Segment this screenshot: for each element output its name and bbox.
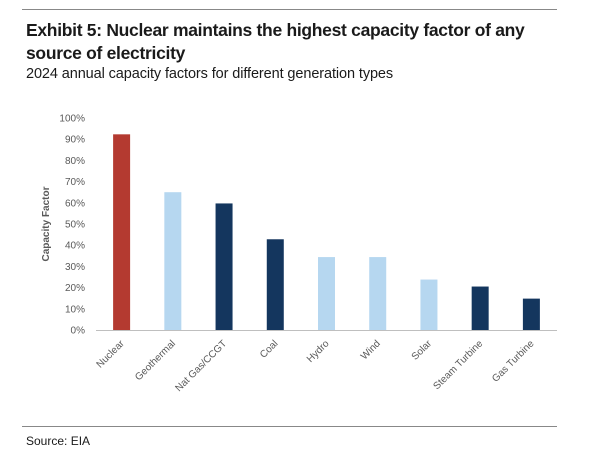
bar-steam-turbine: [471, 286, 489, 330]
y-axis: 0% 10% 20% 30% 40% 50% 60% 70% 80% 90% 100%: [59, 114, 85, 337]
y-tick-label: 70%: [65, 177, 85, 188]
x-tick-label: Nat Gas/CCGT: [173, 338, 229, 394]
y-tick-label: 40%: [65, 241, 85, 252]
source-note: Source: EIA: [26, 434, 91, 448]
y-tick-label: 50%: [65, 220, 85, 231]
bottom-rule: [22, 426, 557, 427]
y-tick-label: 30%: [65, 262, 85, 273]
y-tick-label: 100%: [59, 114, 85, 125]
x-tick-label: Solar: [410, 338, 435, 363]
bar-nat-gas-ccgt: [215, 203, 233, 330]
y-tick-label: 20%: [65, 283, 85, 294]
x-tick-label: Geothermal: [133, 338, 178, 383]
y-tick-label: 0%: [71, 326, 86, 337]
x-tick-label: Gas Turbine: [490, 338, 537, 385]
bar-hydro: [318, 257, 335, 330]
y-tick-label: 10%: [65, 304, 85, 315]
bar-wind: [369, 257, 387, 330]
y-axis-label: Capacity Factor: [41, 186, 52, 261]
y-tick-label: 60%: [65, 198, 85, 209]
x-tick-label: Steam Turbine: [432, 338, 486, 392]
bar-gas-turbine: [522, 298, 540, 330]
bar-nuclear: [113, 134, 131, 330]
y-tick-label: 90%: [65, 135, 85, 146]
top-rule: [22, 9, 557, 10]
bar-solar: [420, 279, 438, 330]
bar-coal: [266, 239, 284, 330]
bar-geothermal: [164, 192, 182, 330]
x-tick-label: Nuclear: [95, 338, 128, 371]
x-tick-label: Wind: [359, 338, 383, 362]
chart-title: Exhibit 5: Nuclear maintains the highest…: [26, 20, 525, 63]
y-tick-label: 80%: [65, 156, 85, 167]
x-tick-label: Coal: [258, 338, 280, 360]
chart-subtitle: 2024 annual capacity factors for differe…: [26, 66, 394, 82]
x-tick-label: Hydro: [305, 338, 332, 365]
bars: [113, 134, 540, 330]
